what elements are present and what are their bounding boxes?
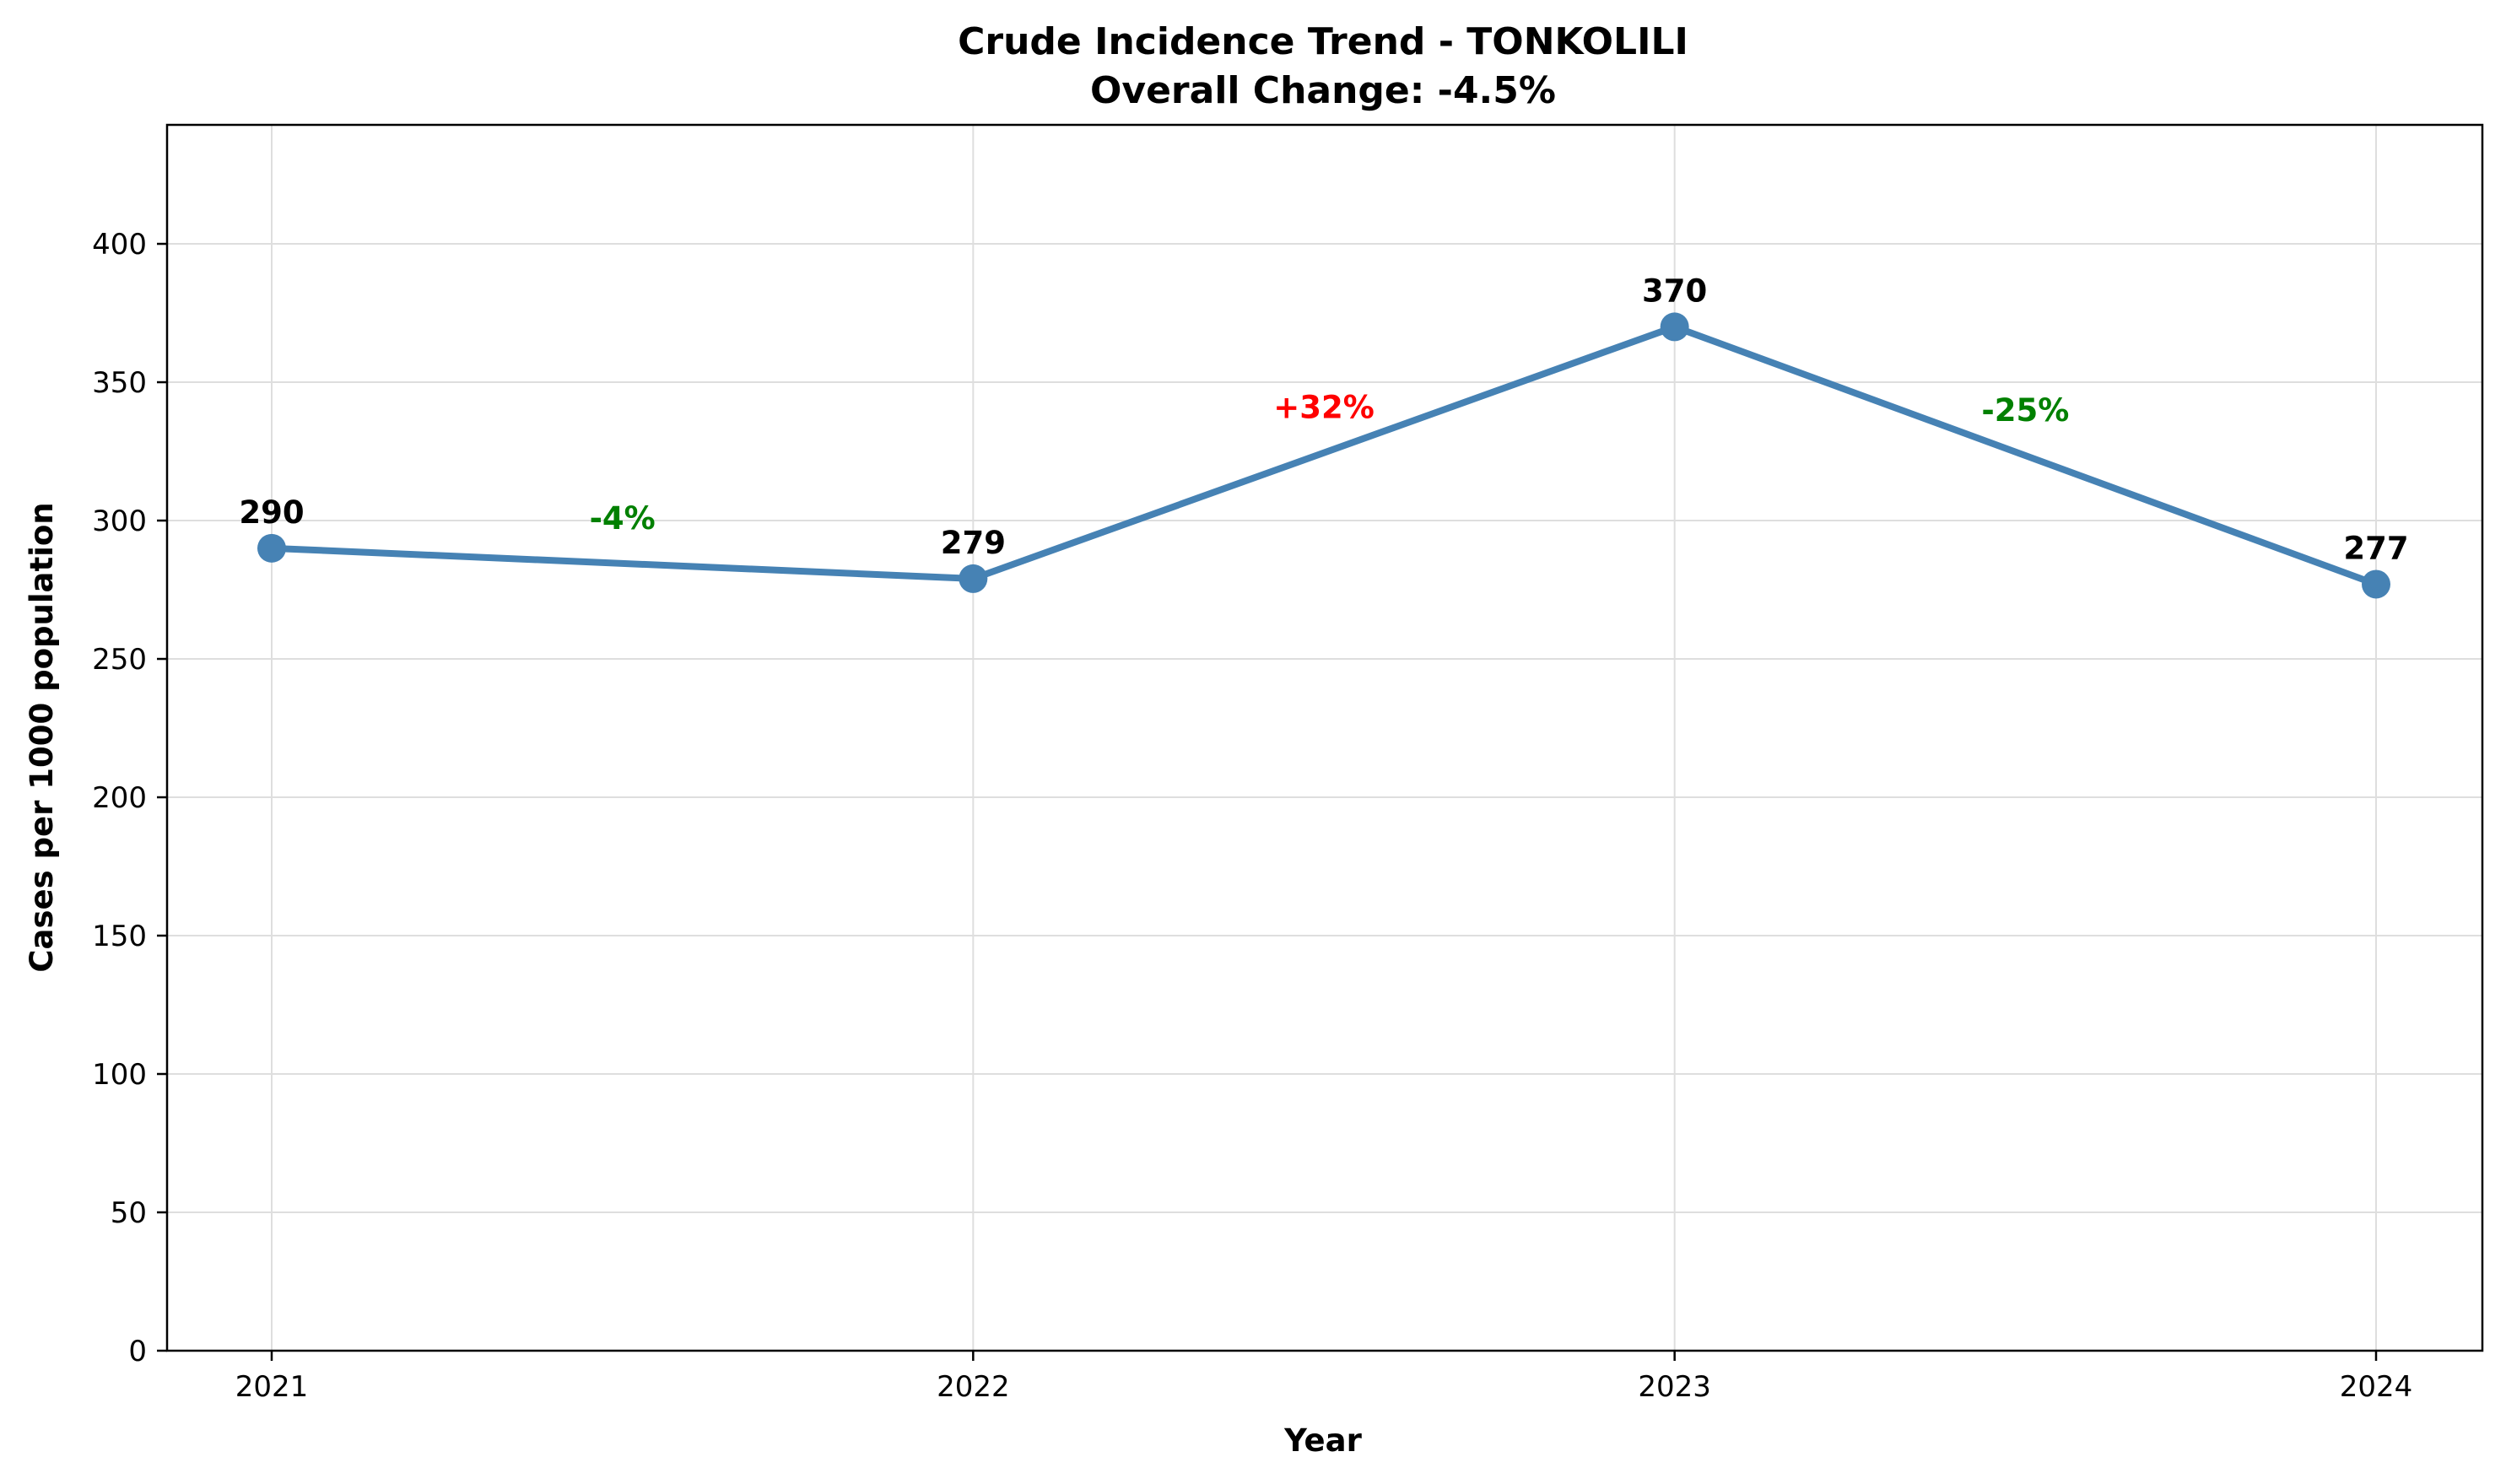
data-point	[959, 564, 988, 593]
data-points	[257, 312, 2390, 599]
data-point	[257, 533, 286, 563]
x-tick-label: 2024	[2340, 1370, 2413, 1404]
x-tick-label: 2023	[1638, 1370, 1711, 1404]
y-tick-label: 100	[92, 1058, 147, 1092]
change-label: +32%	[1273, 390, 1375, 426]
y-tick-label: 50	[111, 1196, 147, 1230]
y-axis-ticks: 0 50 100 150 200 250 300 350 400	[92, 228, 167, 1368]
y-tick-label: 300	[92, 505, 147, 538]
data-point	[2362, 569, 2390, 599]
x-axis-ticks: 2021 2022 2023 2024	[235, 1351, 2413, 1404]
data-label: 277	[2343, 530, 2408, 566]
chart-subtitle: Overall Change: -4.5%	[1090, 69, 1556, 112]
plot-frame	[165, 123, 2484, 1352]
data-point	[1660, 312, 1689, 342]
change-label: -25%	[1981, 392, 2069, 429]
data-label: 279	[941, 525, 1006, 561]
data-label: 370	[1642, 273, 1707, 309]
y-tick-label: 400	[92, 228, 147, 262]
y-tick-label: 250	[92, 643, 147, 677]
y-tick-label: 350	[92, 366, 147, 400]
y-tick-label: 200	[92, 781, 147, 815]
y-axis-label: Cases per 1000 population	[24, 502, 60, 972]
y-tick-label: 0	[128, 1335, 147, 1368]
x-axis-label: Year	[1283, 1422, 1362, 1459]
x-tick-label: 2021	[235, 1370, 309, 1404]
change-label: -4%	[590, 500, 656, 537]
x-tick-label: 2022	[937, 1370, 1010, 1404]
chart-title: Crude Incidence Trend - TONKOLILI	[958, 20, 1688, 63]
y-tick-label: 150	[92, 920, 147, 953]
data-labels: 290 279 370 277	[239, 273, 2408, 566]
data-label: 290	[239, 494, 304, 531]
series-line	[268, 323, 2379, 588]
change-labels: -4% +32% -25%	[590, 390, 2070, 537]
